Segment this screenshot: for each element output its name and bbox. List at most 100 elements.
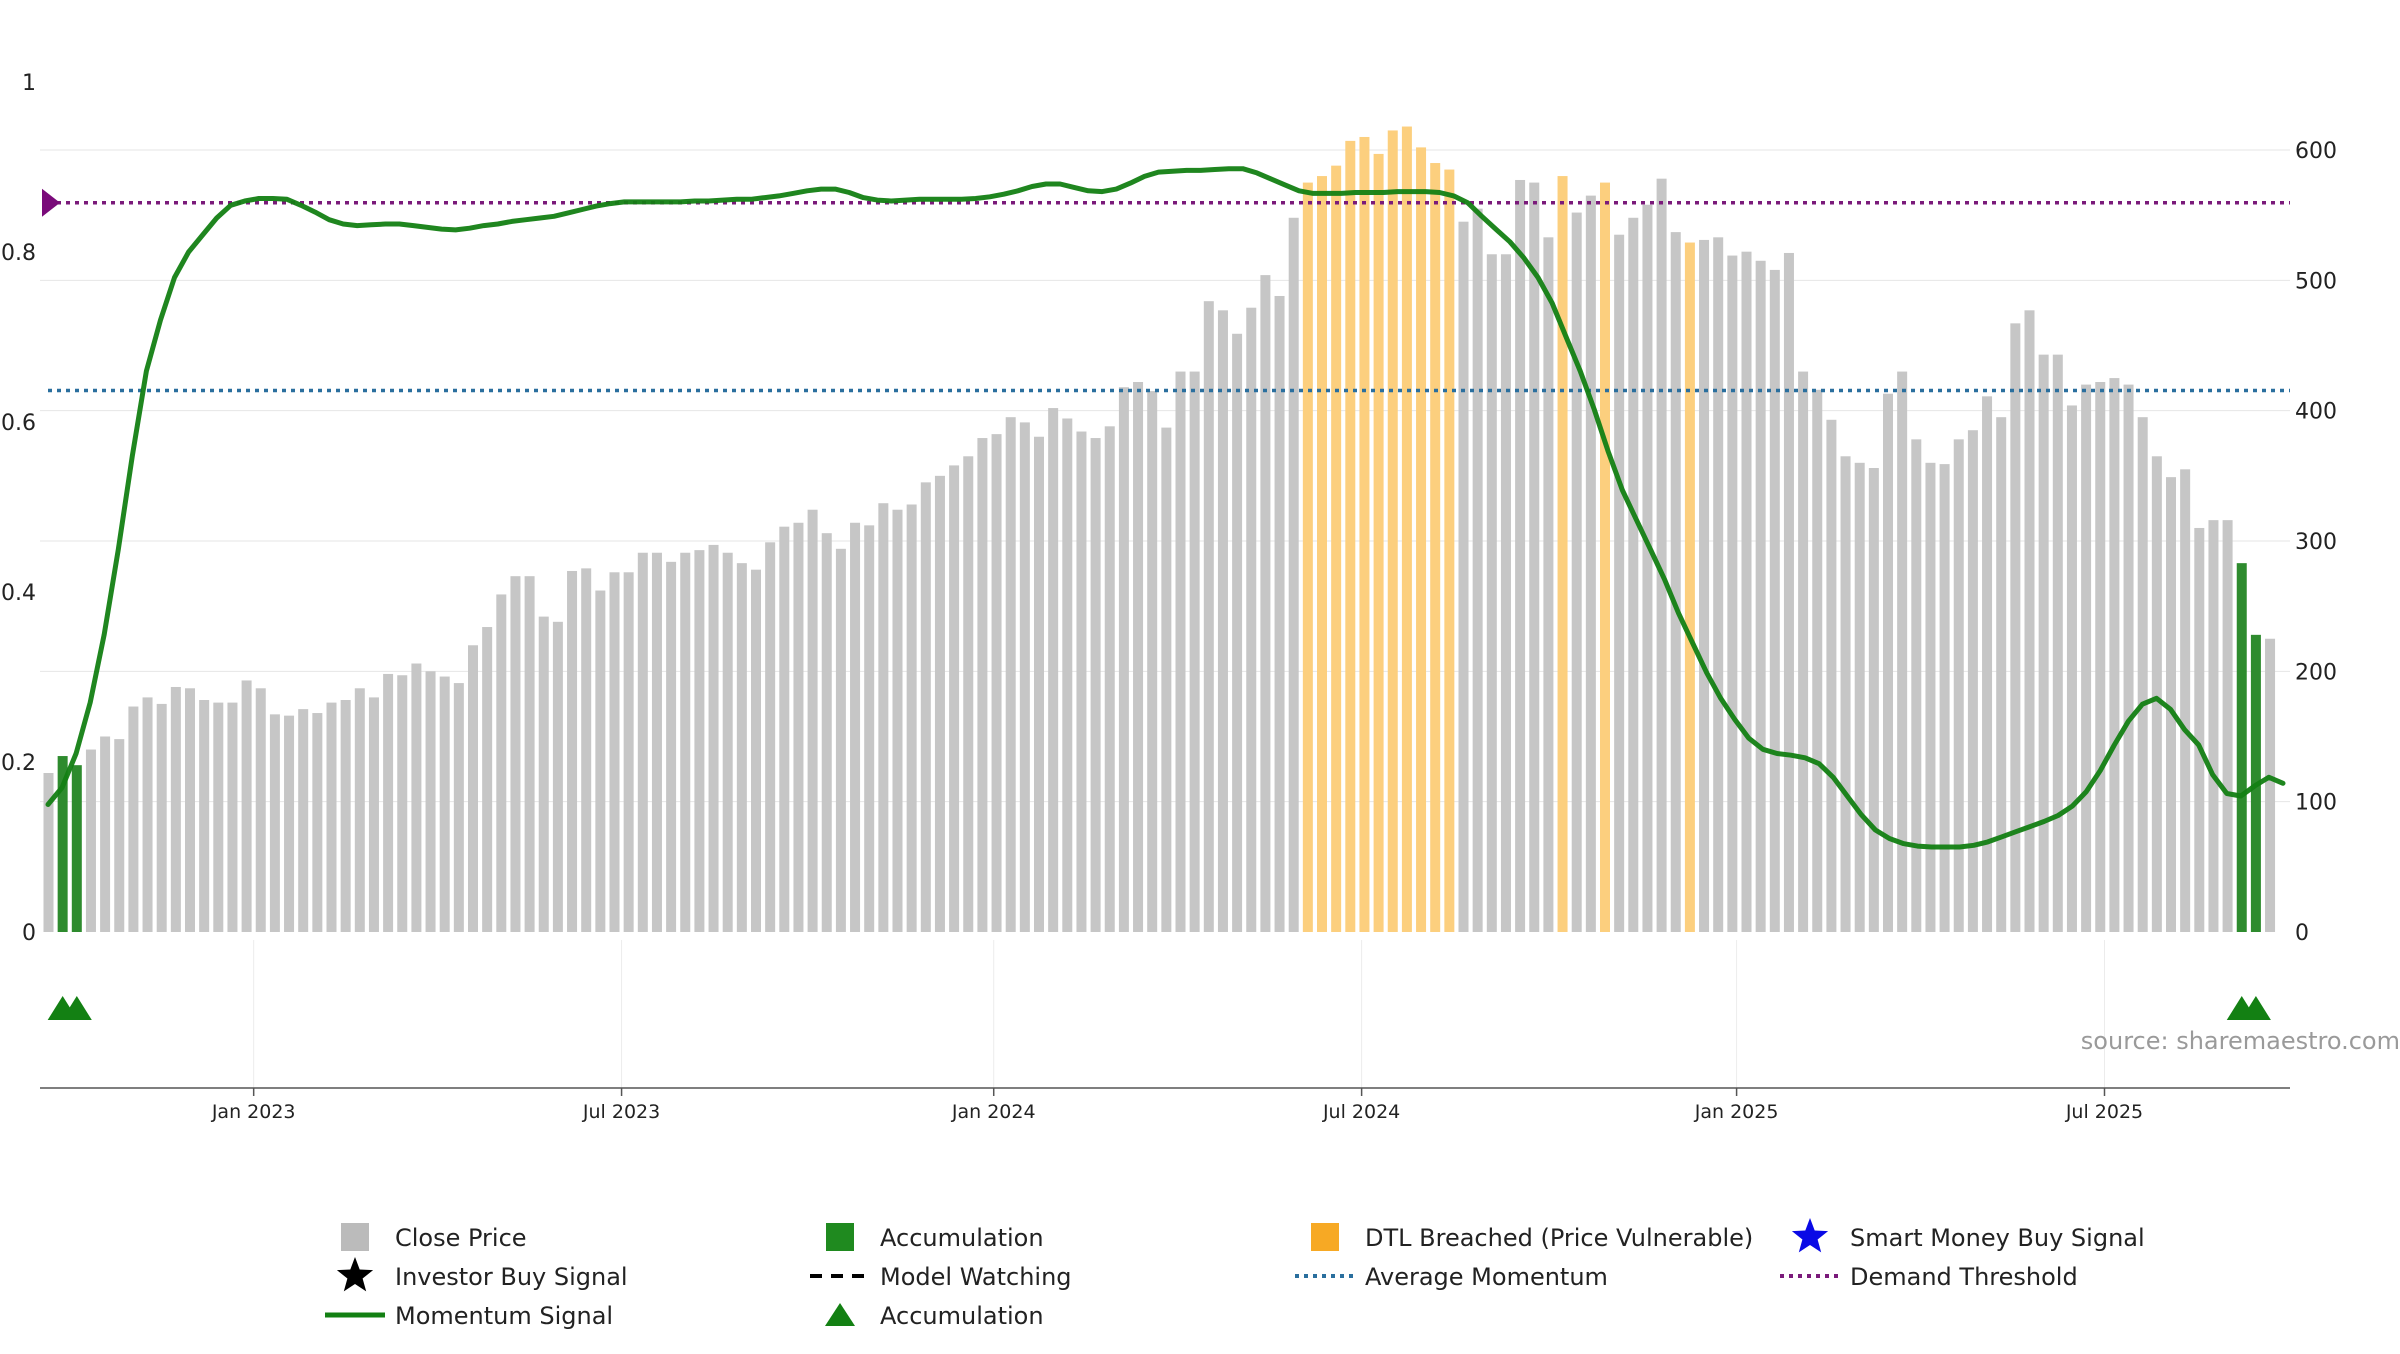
close-price-bar: [156, 703, 167, 932]
close-price-bar: [1783, 252, 1794, 933]
close-price-bar: [1812, 389, 1823, 932]
left-axis-tick-label: 1: [22, 71, 36, 96]
close-price-bar: [1571, 212, 1582, 932]
close-price-bar: [1274, 295, 1285, 932]
legend-smart-money-buy-signal-star-icon: [1791, 1218, 1829, 1253]
close-price-bar: [1118, 387, 1129, 932]
close-price-bar: [354, 688, 365, 932]
close-price-bar: [567, 570, 578, 932]
close-price-bar: [241, 680, 252, 932]
close-price-bar: [666, 561, 677, 932]
close-price-bar: [1529, 182, 1540, 933]
close-price-bar: [496, 594, 507, 932]
close-price-bar: [1005, 417, 1016, 932]
close-price-bar: [1840, 456, 1851, 932]
legend-label: Momentum Signal: [395, 1302, 613, 1330]
accumulation-bar: [57, 756, 68, 932]
legend-label: Close Price: [395, 1224, 527, 1252]
close-price-bar: [991, 434, 1002, 932]
close-price-bar: [949, 465, 960, 932]
legend-label: Investor Buy Signal: [395, 1263, 628, 1291]
legend-label: Accumulation: [880, 1302, 1044, 1330]
close-price-bar: [1175, 371, 1186, 933]
close-price-bar: [1147, 391, 1158, 932]
close-price-bar: [1232, 333, 1243, 932]
close-price-bar: [2194, 527, 2205, 932]
close-price-bar: [1472, 208, 1483, 932]
close-price-bar: [439, 676, 450, 932]
close-price-bar: [1769, 269, 1780, 932]
left-axis-tick-label: 0.6: [1, 411, 36, 436]
close-price-bar: [142, 697, 153, 932]
close-price-bar: [934, 475, 945, 932]
close-price-bar: [2052, 354, 2063, 933]
close-price-bar: [2222, 520, 2233, 932]
close-price-bar: [1996, 417, 2007, 932]
legend-label: Model Watching: [880, 1263, 1072, 1291]
close-price-bar: [1104, 426, 1115, 932]
legend-close-price-swatch: [341, 1223, 369, 1251]
close-price-bar: [1458, 221, 1469, 932]
legend-layer: Close Price Accumulation DTL Breached (Pri…: [325, 1218, 2145, 1330]
close-price-bar: [128, 706, 139, 932]
dtl-breached-bar: [1444, 169, 1455, 933]
close-price-bar: [269, 714, 280, 932]
dtl-breached-bar: [1430, 163, 1441, 933]
close-price-bar: [892, 509, 903, 932]
close-price-bar: [864, 525, 875, 932]
close-price-bar: [1953, 439, 1964, 932]
close-price-bar: [453, 683, 464, 932]
accumulation-triangle-icon: [2240, 996, 2271, 1020]
close-price-bar: [807, 509, 818, 932]
right-axis-tick-label: 300: [2295, 530, 2337, 555]
right-axis-tick-label: 600: [2295, 139, 2337, 164]
close-price-bar: [1019, 422, 1030, 932]
close-price-bar: [1090, 438, 1101, 932]
close-price-bar: [581, 568, 592, 932]
close-price-bar: [1868, 468, 1879, 932]
close-price-bar: [1982, 396, 1993, 933]
left-axis-tick-label: 0.8: [1, 241, 36, 266]
dtl-breached-bar: [1373, 153, 1384, 932]
x-axis-tick-label: Jul 2025: [2065, 1101, 2143, 1123]
dtl-breached-bar: [1345, 140, 1356, 933]
dtl-breached-bar: [1600, 182, 1610, 933]
close-price-bar: [1486, 254, 1497, 932]
close-price-bar: [1034, 436, 1044, 932]
close-price-bar: [1614, 234, 1625, 932]
close-price-bar: [1826, 419, 1837, 932]
close-price-bar: [100, 736, 111, 932]
close-price-bar: [1585, 195, 1596, 932]
x-axis-tick-label: Jan 2025: [1694, 1101, 1779, 1123]
close-price-bar: [1062, 418, 1073, 932]
close-price-bar: [468, 645, 478, 932]
legend-accumulation-swatch: [826, 1223, 854, 1251]
close-price-bar: [2081, 384, 2092, 933]
close-price-bar: [1755, 260, 1766, 932]
close-price-bar: [1741, 251, 1752, 932]
close-price-bar: [637, 552, 648, 932]
close-price-bar: [1288, 217, 1299, 933]
close-price-bar: [312, 713, 323, 932]
close-price-bar: [510, 576, 521, 932]
close-price-bar: [397, 675, 408, 932]
close-price-bar: [1883, 393, 1893, 932]
dtl-breached-bar: [1387, 130, 1398, 932]
close-price-bar: [821, 533, 832, 932]
close-price-bar: [1217, 310, 1228, 932]
close-price-bar: [114, 739, 125, 932]
close-price-bar: [1048, 408, 1059, 932]
accumulation-bar: [71, 765, 82, 932]
close-price-bar: [1515, 179, 1526, 932]
close-price-bar: [552, 621, 563, 932]
close-price-bar: [2265, 638, 2276, 932]
close-price-bar: [1189, 371, 1200, 933]
left-axis-tick-label: 0: [22, 921, 36, 946]
legend-accumulation-triangle-icon: [825, 1303, 855, 1326]
close-price-bar: [2137, 417, 2148, 932]
axes-layer: 0 0.2 0.4 0.6 0.8 1 0 100 200 300 400 500 600 Jan 202…: [1, 71, 2337, 1123]
right-axis-tick-label: 200: [2295, 660, 2337, 685]
close-price-bar: [793, 522, 804, 932]
close-price-bar: [1925, 462, 1936, 932]
